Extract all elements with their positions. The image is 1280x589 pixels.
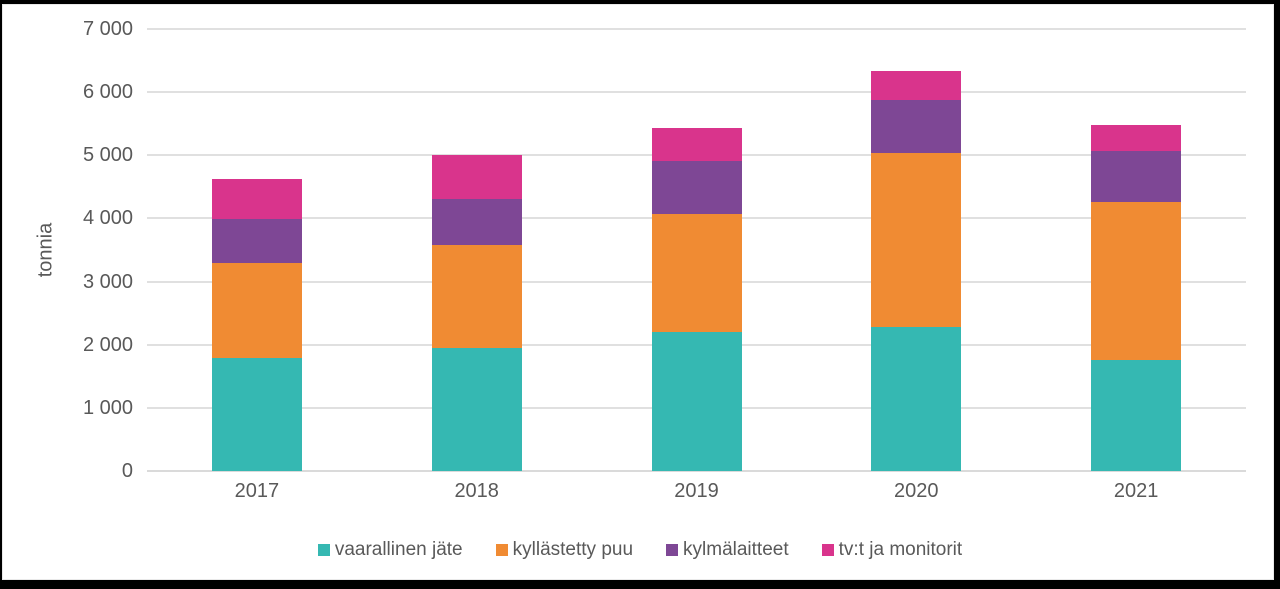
bar-2018	[431, 155, 522, 471]
y-tick-label: 7 000	[82, 18, 133, 40]
bar-segment-2021	[1091, 125, 1182, 151]
legend-item: vaarallinen jäte	[317, 539, 463, 561]
bar-segment-2021	[1091, 150, 1182, 203]
x-tick-label: 2018	[454, 480, 499, 502]
x-tick-label: 2017	[234, 480, 280, 502]
legend: vaarallinen jäte kyllästetty puu kylmälait…	[0, 539, 1280, 561]
bar-segment-2021	[1091, 359, 1182, 471]
legend-swatch-icon	[495, 544, 508, 556]
bar-segment-2018	[431, 198, 522, 246]
y-tick-label: 5 000	[82, 144, 133, 167]
bar-segment-2020	[871, 327, 962, 471]
bar-segment-2017	[211, 262, 302, 358]
x-tick-label: 2019	[674, 480, 719, 502]
y-tick-label: 3 000	[82, 270, 133, 293]
bar-segment-2021	[1091, 202, 1182, 360]
bar-segment-2017	[211, 358, 302, 471]
legend-swatch-icon	[317, 544, 330, 556]
bar-segment-2018	[431, 245, 522, 348]
bar-segment-2020	[871, 100, 962, 153]
legend-item: kylmälaitteet	[666, 539, 789, 561]
legend-item: tv:t ja monitorit	[821, 539, 963, 561]
bar-segment-2018	[431, 155, 522, 199]
bar-segment-2019	[651, 127, 742, 162]
y-tick-label: 0	[121, 460, 133, 482]
bar-segment-2017	[211, 178, 302, 219]
legend-label: tv:t ja monitorit	[838, 539, 963, 560]
legend-swatch-icon	[821, 544, 834, 556]
legend-swatch-icon	[666, 544, 679, 556]
gridline-0	[147, 470, 1246, 472]
bar-segment-2020	[871, 152, 962, 327]
y-tick-label: 6 000	[82, 81, 133, 104]
bar-2020	[871, 70, 962, 471]
legend-item: kyllästetty puu	[495, 539, 634, 561]
bar-2017	[211, 178, 302, 471]
bar-segment-2019	[651, 161, 742, 215]
plot-area	[147, 28, 1246, 472]
bar-segment-2018	[431, 347, 522, 471]
bar-segment-2019	[651, 332, 742, 471]
legend-label: kylmälaitteet	[683, 539, 789, 560]
gridline-7000	[147, 28, 1246, 30]
gridline-6000	[147, 91, 1246, 94]
bar-segment-2017	[211, 218, 302, 263]
y-tick-label: 1 000	[82, 396, 133, 419]
x-tick-label: 2020	[894, 480, 939, 502]
bar-2021	[1091, 125, 1182, 471]
legend-label: vaarallinen jäte	[334, 539, 463, 560]
bar-2019	[651, 127, 742, 471]
bar-segment-2020	[871, 70, 962, 101]
y-tick-label: 4 000	[82, 207, 133, 230]
y-tick-label: 2 000	[82, 333, 133, 356]
x-tick-label: 2021	[1113, 480, 1159, 502]
bar-segment-2019	[651, 214, 742, 333]
legend-label: kyllästetty puu	[512, 539, 634, 560]
